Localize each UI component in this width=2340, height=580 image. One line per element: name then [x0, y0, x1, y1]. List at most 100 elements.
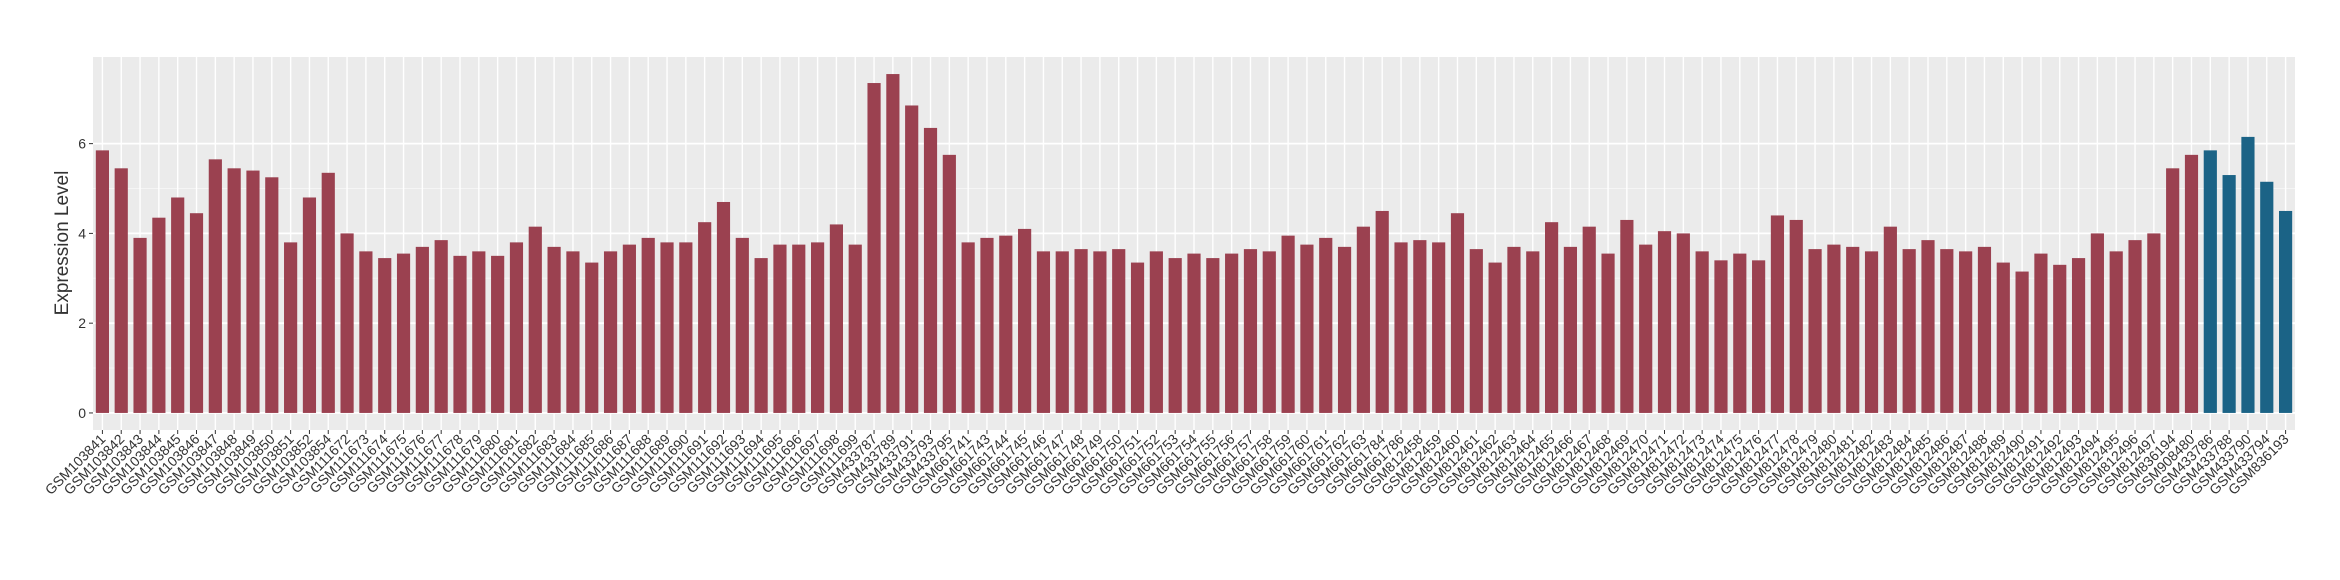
bar	[1055, 251, 1069, 413]
bar	[1770, 215, 1785, 413]
bar	[1545, 222, 1559, 413]
bar	[1639, 244, 1653, 413]
bar	[528, 226, 542, 413]
bar	[1883, 226, 1897, 413]
bar	[1356, 226, 1370, 413]
bar	[284, 242, 298, 413]
bar	[227, 168, 241, 413]
bar	[1695, 251, 1709, 413]
bar	[1225, 253, 1239, 413]
y-tick-label: 4	[78, 225, 86, 241]
bar	[566, 251, 580, 413]
bar	[2053, 264, 2067, 413]
bar	[396, 253, 411, 413]
bar	[1620, 219, 1634, 413]
bar	[1977, 246, 1992, 413]
bar	[999, 235, 1013, 413]
bar	[415, 246, 429, 413]
bar	[1921, 240, 1935, 413]
bar	[1996, 262, 2010, 413]
bar	[2203, 150, 2217, 413]
bar	[114, 168, 128, 413]
bar	[1864, 251, 1879, 413]
bar	[1375, 210, 1389, 413]
bar	[1582, 226, 1596, 413]
bar	[2015, 271, 2029, 413]
bar	[547, 246, 561, 413]
bar	[773, 244, 787, 413]
bar	[1149, 251, 1163, 413]
bar	[2071, 258, 2086, 413]
bar	[2260, 181, 2274, 413]
bar	[829, 224, 843, 413]
bar	[2166, 168, 2180, 413]
bar	[1959, 251, 1973, 413]
bar	[1300, 244, 1314, 413]
bar	[246, 170, 260, 413]
bar	[1714, 260, 1728, 413]
bar	[622, 244, 636, 413]
bar	[1394, 242, 1408, 413]
bar	[1130, 262, 1145, 413]
bar	[1752, 260, 1766, 413]
bar	[133, 237, 147, 413]
bar	[1168, 258, 1182, 413]
bar	[1187, 253, 1201, 413]
bar	[585, 262, 599, 413]
bar	[2241, 136, 2255, 413]
bar	[679, 242, 693, 413]
bar	[980, 237, 994, 413]
bar	[2147, 233, 2161, 413]
bar	[472, 251, 486, 413]
bar	[1413, 240, 1427, 413]
bar	[1450, 213, 1465, 413]
bar	[1526, 251, 1540, 413]
bar	[1488, 262, 1502, 413]
bar	[2279, 210, 2293, 413]
bar	[265, 177, 279, 413]
bar	[961, 242, 975, 413]
y-tick-label: 6	[78, 136, 86, 152]
bar	[1262, 251, 1276, 413]
bar	[189, 213, 204, 413]
bar	[453, 255, 467, 413]
bar	[208, 159, 222, 413]
y-axis-title: Expression Level	[52, 171, 73, 316]
bar	[1940, 249, 1954, 413]
bar	[1789, 219, 1803, 413]
bar	[359, 251, 373, 413]
bar	[716, 201, 731, 413]
bar	[735, 237, 749, 413]
bar	[509, 242, 524, 413]
bar	[2109, 251, 2123, 413]
bar	[1469, 249, 1483, 413]
bar	[886, 74, 900, 413]
bar	[171, 197, 185, 413]
bar	[434, 240, 448, 413]
bar	[1676, 233, 1690, 413]
bar	[942, 154, 956, 413]
bar	[378, 258, 392, 413]
bar	[1902, 249, 1916, 413]
bar	[792, 244, 806, 413]
bar	[1112, 249, 1126, 413]
bar	[1808, 249, 1822, 413]
bar	[95, 150, 109, 413]
bar	[1074, 249, 1088, 413]
y-tick-label: 0	[78, 405, 86, 421]
bar	[1036, 251, 1051, 413]
bar	[2222, 175, 2236, 413]
bar	[2090, 233, 2104, 413]
bar	[152, 217, 166, 413]
bar	[867, 83, 881, 413]
bar	[491, 255, 505, 413]
bar	[754, 258, 768, 413]
bar	[698, 222, 712, 413]
bar	[1432, 242, 1446, 413]
bar	[1563, 246, 1577, 413]
bar	[848, 244, 862, 413]
bar	[2034, 253, 2048, 413]
bar	[1507, 246, 1521, 413]
bar	[1657, 231, 1672, 413]
